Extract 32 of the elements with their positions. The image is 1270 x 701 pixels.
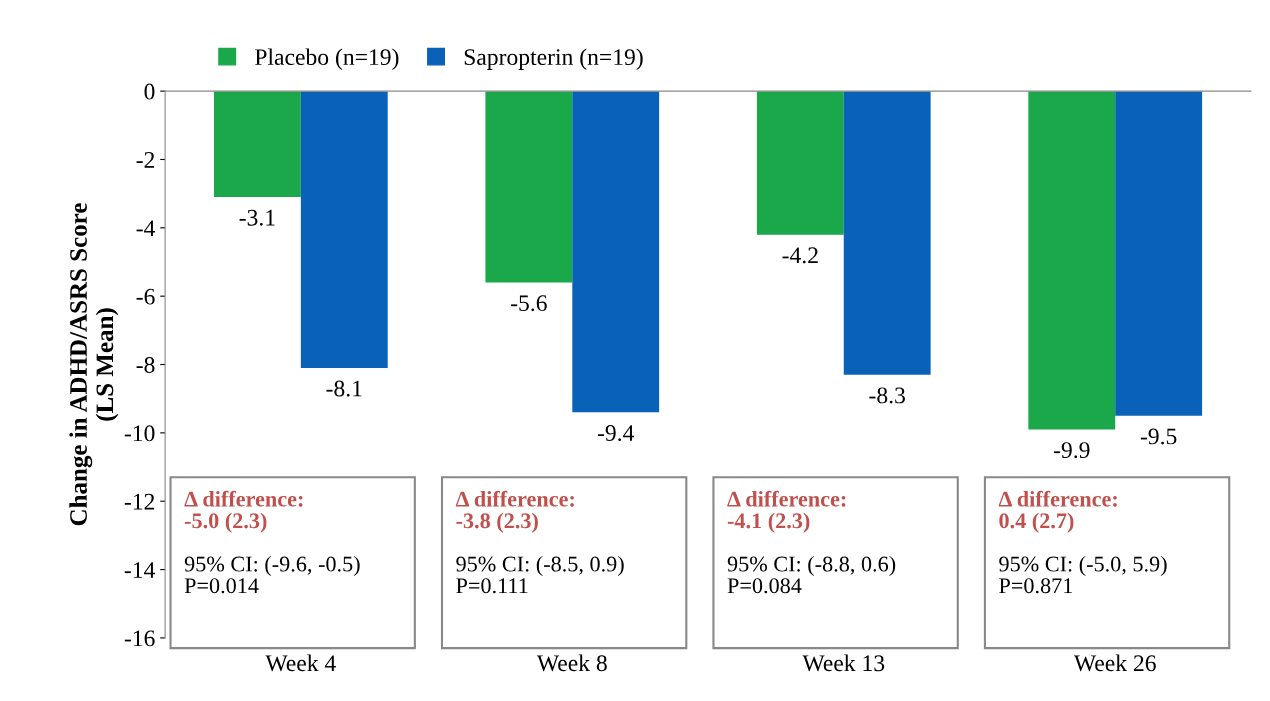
annotation: Δ difference: -3.8 (2.3) bbox=[455, 490, 574, 533]
data-label: -3.1 bbox=[239, 209, 275, 226]
data-label: -8.3 bbox=[869, 387, 905, 404]
y-tick-label: -2 bbox=[136, 152, 155, 168]
y-tick-label: -16 bbox=[124, 630, 155, 647]
annotation: 95% CI: (-5.0, 5.9) P=0.871 bbox=[999, 555, 1167, 594]
x-tick-label: Week 8 bbox=[536, 654, 607, 672]
legend-label: Sapropterin (n=19) bbox=[464, 48, 643, 70]
data-label: -9.4 bbox=[597, 425, 635, 442]
y-tick-label: -14 bbox=[124, 562, 156, 578]
annotation: Δ difference: -4.1 (2.3) bbox=[727, 490, 846, 533]
annotation: 95% CI: (-8.5, 0.9) P=0.111 bbox=[456, 555, 624, 594]
data-label: -9.9 bbox=[1053, 442, 1090, 459]
annotation: Δ difference: 0.4 (2.7) bbox=[998, 490, 1117, 533]
data-label: -9.5 bbox=[1140, 428, 1177, 445]
data-label: -8.1 bbox=[326, 380, 362, 397]
y-tick-label: 0 bbox=[144, 83, 155, 100]
y-tick-label: -6 bbox=[136, 288, 155, 305]
annotation: 95% CI: (-8.8, 0.6) P=0.084 bbox=[727, 555, 896, 594]
annotation: Δ difference: -5.0 (2.3) bbox=[184, 490, 303, 533]
y-tick-label: -12 bbox=[124, 493, 155, 510]
annotation: 95% CI: (-9.6, -0.5) P=0.014 bbox=[184, 555, 360, 594]
x-tick-label: Week 4 bbox=[265, 654, 336, 672]
y-tick-label: -4 bbox=[136, 220, 156, 237]
legend-label: Placebo (n=19) bbox=[255, 48, 399, 70]
x-tick-label: Week 26 bbox=[1073, 654, 1156, 672]
y-axis-title: Change in ADHD/ASRS Score (LS Mean) bbox=[69, 203, 119, 526]
data-label: -4.2 bbox=[782, 247, 818, 264]
y-tick-label: -8 bbox=[136, 357, 155, 373]
data-label: -5.6 bbox=[511, 295, 547, 312]
y-tick-label: -10 bbox=[124, 425, 155, 442]
x-tick-label: Week 13 bbox=[802, 654, 885, 672]
